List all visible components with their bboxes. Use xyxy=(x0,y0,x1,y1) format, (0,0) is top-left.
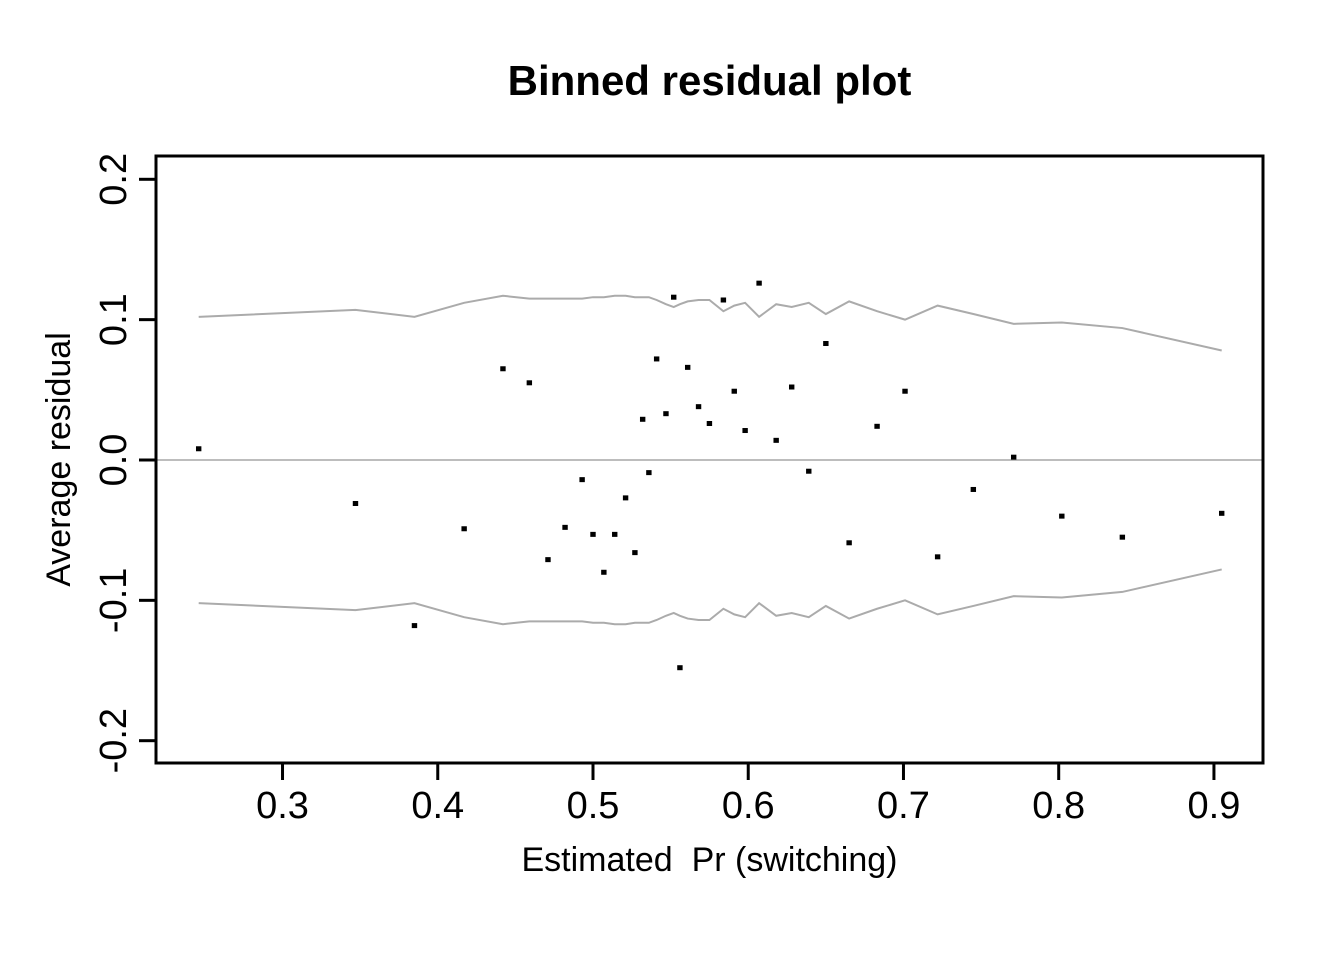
data-point xyxy=(874,423,880,429)
data-point xyxy=(562,524,568,530)
data-point xyxy=(677,665,683,671)
plot-box xyxy=(154,154,1265,765)
y-axis-label: Average residual xyxy=(40,332,78,587)
data-point xyxy=(970,486,977,492)
x-tick-label: 0.9 xyxy=(1188,785,1241,827)
data-point xyxy=(731,388,737,394)
data-point xyxy=(639,416,646,422)
data-point xyxy=(545,557,551,563)
data-point xyxy=(720,297,727,303)
data-point xyxy=(601,569,607,575)
data-point xyxy=(671,294,677,300)
data-point xyxy=(352,500,359,506)
data-point xyxy=(632,550,638,556)
data-point xyxy=(742,428,748,434)
data-point xyxy=(684,364,691,370)
data-point xyxy=(773,437,779,443)
data-point xyxy=(622,495,629,501)
data-point xyxy=(902,388,908,394)
x-tick-label: 0.5 xyxy=(567,785,620,827)
x-tick-label: 0.3 xyxy=(256,785,309,827)
x-tick-label: 0.7 xyxy=(877,785,930,827)
data-point xyxy=(1219,510,1225,516)
plot-area: 0.3 0.4 0.5 0.6 0.7 0.8 0.9 0.2 0.1 0.0 -0.1 -0.2 xyxy=(93,153,1265,827)
data-point xyxy=(663,411,669,417)
data-point xyxy=(1119,534,1126,540)
data-point xyxy=(590,531,596,537)
data-point xyxy=(934,554,941,560)
data-point xyxy=(411,623,418,629)
data-point xyxy=(612,531,618,537)
data-point xyxy=(1010,454,1017,460)
confidence-band-upper xyxy=(198,294,1222,352)
data-point xyxy=(706,421,713,427)
y-tick-label: 0.0 xyxy=(93,434,135,487)
y-tick-label: -0.2 xyxy=(93,708,135,773)
chart-title: Binned residual plot xyxy=(508,57,912,104)
y-tick-label: 0.2 xyxy=(93,153,135,206)
x-axis-label: Estimated Pr (switching) xyxy=(522,841,898,879)
data-point xyxy=(806,468,812,474)
data-point xyxy=(788,384,795,390)
x-tick-label: 0.4 xyxy=(411,785,464,827)
data-point xyxy=(823,341,829,347)
y-tick-label: 0.1 xyxy=(93,293,135,346)
x-tick-label: 0.6 xyxy=(722,785,775,827)
y-tick-label: -0.1 xyxy=(93,568,135,633)
data-point xyxy=(653,356,660,362)
data-point xyxy=(1059,513,1065,519)
data-point xyxy=(695,404,702,410)
data-point xyxy=(500,366,506,372)
data-point xyxy=(195,446,202,452)
data-point xyxy=(526,380,533,386)
data-point xyxy=(846,540,852,546)
x-tick-label: 0.8 xyxy=(1032,785,1085,827)
data-point xyxy=(756,280,762,286)
confidence-band-lower xyxy=(198,568,1222,626)
data-point xyxy=(461,526,467,532)
data-point xyxy=(579,477,585,483)
data-point xyxy=(646,470,652,476)
